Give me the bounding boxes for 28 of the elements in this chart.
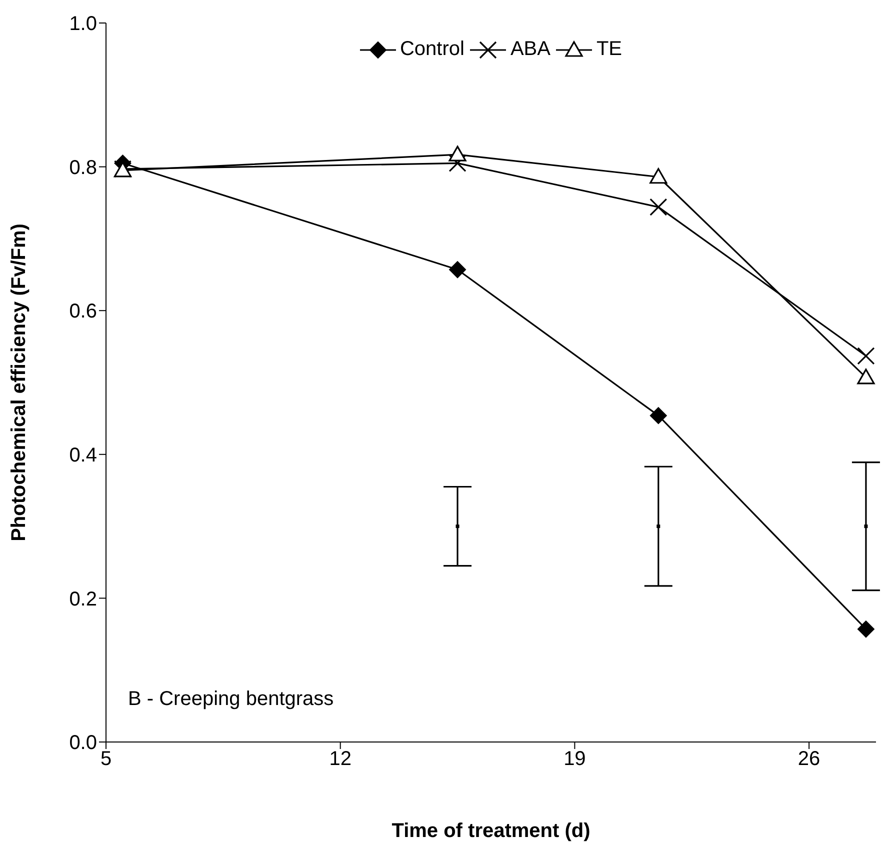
y-tick-label: 0.0 — [69, 732, 97, 754]
legend-label: ABA — [510, 38, 550, 61]
point — [857, 347, 875, 365]
y-tick-label: 0.2 — [69, 588, 97, 610]
y-tick-label: 0.4 — [69, 444, 97, 466]
x-tick-label: 12 — [329, 748, 352, 770]
annotation: B - Creeping bentgrass — [128, 688, 334, 711]
point — [448, 154, 466, 172]
x-tick-label: 19 — [564, 748, 586, 770]
point — [650, 407, 667, 424]
legend-label: TE — [596, 38, 622, 61]
point — [857, 620, 874, 638]
point — [857, 368, 875, 384]
y-tick-label: 1.0 — [69, 13, 97, 36]
point — [449, 261, 466, 278]
point — [448, 146, 466, 162]
y-axis-title: Photochemical efficiency (Fv/Fm) — [8, 224, 30, 542]
point — [656, 524, 660, 528]
point — [864, 524, 868, 528]
y-tick-label: 0.8 — [69, 156, 97, 179]
point — [650, 198, 668, 216]
point — [650, 168, 668, 184]
x-tick-label: 5 — [100, 748, 112, 770]
x-tick-label: 26 — [798, 748, 820, 770]
y-tick-label: 0.6 — [69, 300, 97, 323]
legend-label: Control — [400, 38, 464, 61]
x-axis-title: Time of treatment (d) — [392, 820, 590, 842]
point — [456, 524, 460, 528]
